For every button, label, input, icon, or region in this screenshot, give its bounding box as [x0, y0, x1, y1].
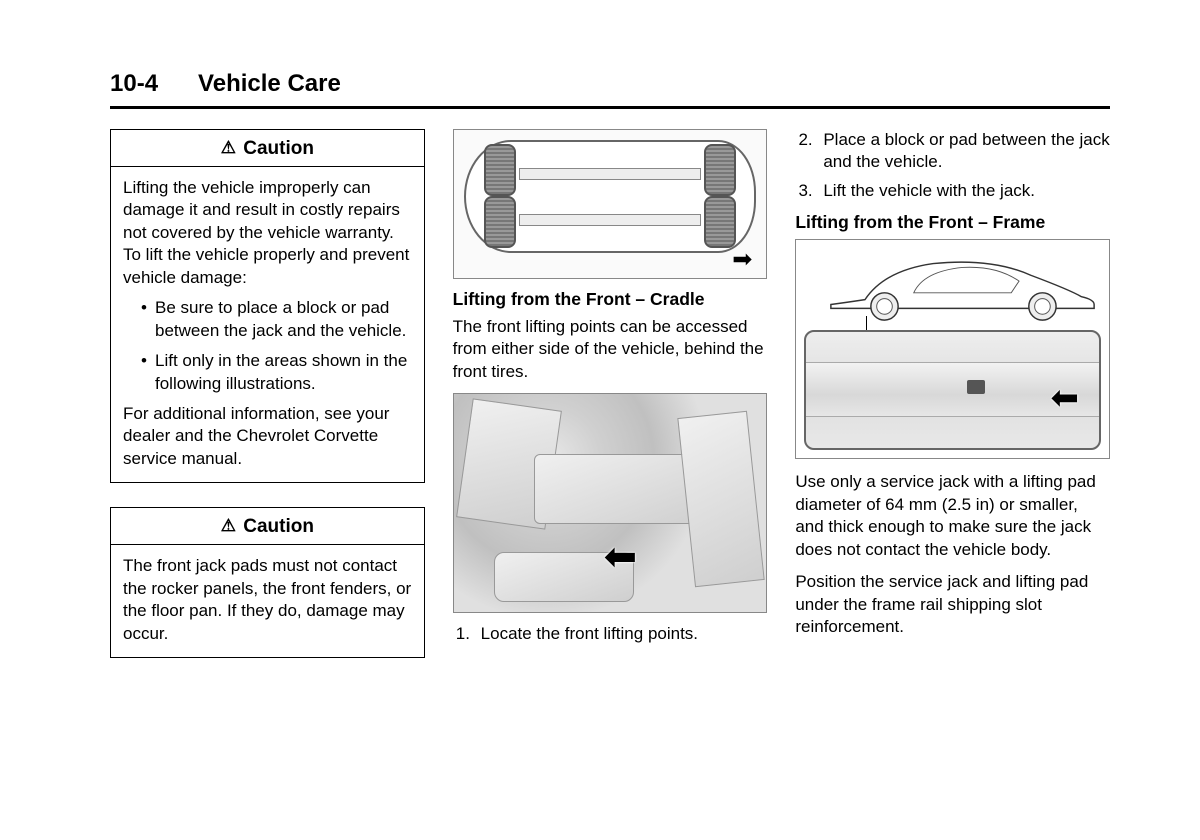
figure-front-lift-photo: ⬅ — [453, 393, 768, 613]
wheel-icon — [704, 196, 736, 248]
caution-label: Caution — [243, 516, 314, 537]
body-text: Use only a service jack with a lifting p… — [795, 471, 1110, 561]
caution-label: Caution — [243, 138, 314, 159]
subheading-cradle: Lifting from the Front – Cradle — [453, 289, 768, 310]
step-item: Locate the front lifting points. — [475, 623, 768, 645]
step-item: Place a block or pad between the jack an… — [817, 129, 1110, 174]
wheel-icon — [704, 144, 736, 196]
caution-text: Lifting the vehicle improperly can damag… — [123, 177, 412, 289]
wheel-icon — [484, 196, 516, 248]
arrow-right-icon: ➡ — [732, 245, 752, 274]
lift-slot-icon — [967, 380, 985, 394]
figure-frame-lift: ⬅ — [795, 239, 1110, 459]
step-list: Locate the front lifting points. — [453, 623, 768, 645]
caution-box-1: ⚠ Caution Lifting the vehicle improperly… — [110, 129, 425, 483]
wheel-icon — [484, 144, 516, 196]
page-number: 10-4 — [110, 70, 158, 98]
subheading-frame: Lifting from the Front – Frame — [795, 212, 1110, 233]
frame-detail-panel: ⬅ — [804, 330, 1101, 450]
body-text: The front lifting points can be accessed… — [453, 316, 768, 383]
caution-body: The front jack pads must not contact the… — [111, 545, 424, 657]
car-side-profile-icon — [826, 246, 1099, 324]
step-list-continued: Place a block or pad between the jack an… — [795, 129, 1110, 202]
figure-chassis-underside: ➡ — [453, 129, 768, 279]
content-columns: ⚠ Caution Lifting the vehicle improperly… — [110, 129, 1110, 682]
caution-header: ⚠ Caution — [111, 508, 424, 545]
warning-triangle-icon: ⚠ — [221, 516, 236, 536]
arrow-indicator-icon: ⬅ — [1051, 378, 1080, 418]
column-3: Place a block or pad between the jack an… — [795, 129, 1110, 682]
caution-bullet: Lift only in the areas shown in the foll… — [141, 350, 412, 395]
step-item: Lift the vehicle with the jack. — [817, 180, 1110, 202]
caution-text: The front jack pads must not contact the… — [123, 555, 412, 645]
column-1: ⚠ Caution Lifting the vehicle improperly… — [110, 129, 425, 682]
caution-text: For additional information, see your dea… — [123, 403, 412, 470]
frame-rail-icon — [519, 214, 702, 226]
arrow-indicator-icon: ⬅ — [604, 534, 638, 580]
caution-bullets: Be sure to place a block or pad between … — [123, 297, 412, 395]
page-header: 10-4 Vehicle Care — [110, 70, 1110, 109]
caution-header: ⚠ Caution — [111, 130, 424, 167]
caution-body: Lifting the vehicle improperly can damag… — [111, 167, 424, 482]
caution-bullet: Be sure to place a block or pad between … — [141, 297, 412, 342]
frame-rail-icon — [519, 168, 702, 180]
caution-box-2: ⚠ Caution The front jack pads must not c… — [110, 507, 425, 658]
page-title: Vehicle Care — [198, 70, 341, 98]
warning-triangle-icon: ⚠ — [221, 138, 236, 158]
body-text: Position the service jack and lifting pa… — [795, 571, 1110, 638]
column-2: ➡ Lifting from the Front – Cradle The fr… — [453, 129, 768, 682]
